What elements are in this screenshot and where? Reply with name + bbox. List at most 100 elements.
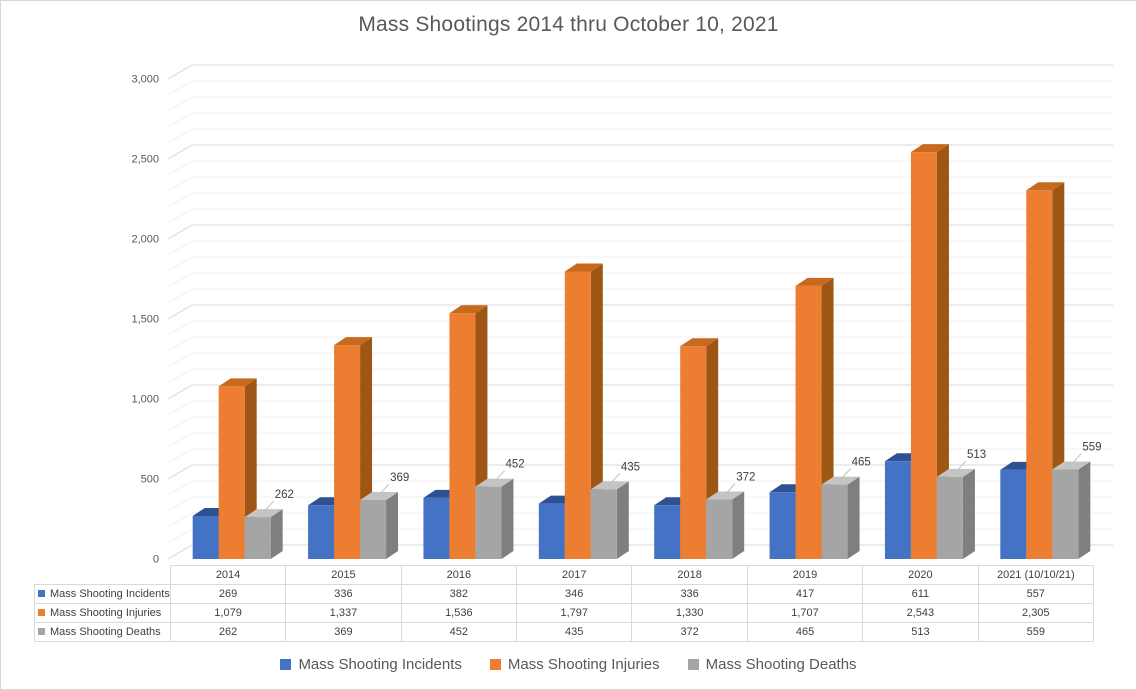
bar-mass-shooting-deaths-5 [706, 491, 745, 559]
table-header-cell: 2015 [285, 565, 402, 585]
gridline-minor [167, 432, 1113, 448]
chart-data-table: 2014 2015 2016 2017 2018 2019 2020 2021 (10/10/… [34, 565, 1094, 642]
bar-side-face [386, 491, 399, 559]
chart-title: Mass Shootings 2014 thru October 10, 202… [358, 13, 779, 36]
bar-top-face [910, 144, 949, 153]
bar-mass-shooting-deaths-4 [590, 481, 629, 559]
bar-front-face [360, 499, 387, 559]
table-corner-cell [35, 566, 171, 585]
table-cell: 2,543 [862, 603, 979, 623]
table-header-cell: 2014 [169, 565, 287, 585]
gridline-major [167, 144, 1113, 160]
bar-side-face [936, 144, 949, 559]
bar-front-face [1026, 190, 1053, 559]
gridline-minor [167, 272, 1113, 288]
gridline-minor [167, 336, 1113, 352]
bar-front-face [654, 505, 681, 559]
table-cell: 557 [977, 584, 1094, 604]
gridline-minor [167, 112, 1113, 128]
legend-item-label: Mass Shooting Injuries [507, 656, 660, 673]
bar-front-face [936, 476, 963, 559]
bar-front-face [449, 313, 476, 559]
legend-item: Mass Shooting Incidents [280, 656, 462, 673]
table-cell: 559 [977, 622, 1094, 642]
gridline-major [167, 224, 1113, 240]
legend-item-label: Mass Shooting Incidents [298, 656, 462, 673]
bar-front-face [795, 285, 822, 559]
data-label-deaths: 513 [967, 449, 986, 461]
bar-front-face [475, 486, 502, 559]
bar-front-face [308, 505, 335, 559]
series-swatch-icon [38, 589, 45, 597]
bar-front-face [1052, 469, 1079, 559]
gridline-minor [167, 80, 1113, 96]
table-row: Mass Shooting Incidents 269 336 382 346 336 41… [34, 584, 1094, 604]
bar-top-face [1052, 461, 1091, 470]
data-label-deaths: 559 [1082, 442, 1101, 454]
gridline-minor [167, 160, 1113, 176]
bar-side-face [962, 468, 975, 559]
table-cell: 1,536 [400, 603, 518, 623]
gridline-minor [167, 400, 1113, 416]
bar-top-face [334, 337, 373, 346]
table-row: Mass Shooting Deaths 262 369 452 435 372 465 51… [34, 622, 1094, 642]
data-label-deaths: 372 [736, 471, 755, 483]
series-swatch-icon [38, 627, 45, 635]
table-row-label: Mass Shooting Injuries [34, 603, 171, 623]
plot-area: 0 500 1,000 1,500 2,000 2,500 3,000 262 369 452 43… [131, 64, 1113, 566]
bar-mass-shooting-deaths-8 [1052, 461, 1091, 559]
chart-legend: Mass Shooting Incidents Mass Shooting Inj… [1, 656, 1136, 673]
bar-front-face [192, 515, 219, 559]
bar-front-face [1000, 469, 1027, 559]
data-label-deaths: 465 [852, 457, 871, 469]
data-label-leader [492, 470, 505, 485]
table-cell: 435 [516, 622, 633, 642]
bar-top-face [795, 277, 834, 286]
bar-front-face [910, 152, 937, 559]
gridline-minor [167, 368, 1113, 384]
table-header-cell: 2019 [746, 565, 864, 585]
bar-front-face [769, 492, 796, 559]
data-label-leader [261, 500, 275, 515]
table-header-cell: 2020 [862, 565, 979, 585]
table-cell: 382 [400, 584, 518, 604]
bar-top-face [564, 263, 603, 272]
gridline-minor [167, 352, 1113, 368]
gridline-major [167, 384, 1113, 400]
data-label-deaths: 435 [621, 461, 640, 473]
series-swatch-icon [38, 608, 45, 616]
gridline-minor [167, 176, 1113, 192]
bar-mass-shooting-deaths-7 [936, 468, 975, 559]
table-cell: 346 [516, 584, 633, 604]
gridline-minor [167, 96, 1113, 112]
y-axis-tick-label: 0 [153, 554, 159, 566]
table-row-label: Mass Shooting Incidents [34, 584, 171, 604]
table-header-cell: 2018 [631, 565, 748, 585]
gridline-minor [167, 192, 1113, 208]
bar-top-face [360, 491, 399, 500]
data-label-leader [722, 483, 736, 497]
bar-front-face [334, 345, 361, 559]
y-axis-tick-label: 1,000 [131, 394, 159, 406]
bar-mass-shooting-deaths-2 [360, 491, 399, 559]
bar-mass-shooting-deaths-1 [244, 509, 283, 559]
bar-top-face [449, 305, 488, 314]
data-label-leader [607, 473, 621, 487]
table-cell: 372 [631, 622, 748, 642]
table-cell: 269 [169, 584, 287, 604]
table-cell: 1,330 [631, 603, 748, 623]
bar-front-face [538, 503, 565, 559]
y-axis-tick-label: 500 [141, 474, 159, 486]
bar-mass-shooting-injuries-7 [910, 144, 949, 559]
table-row-label: Mass Shooting Deaths [34, 622, 171, 642]
bar-top-face [244, 509, 283, 518]
bar-side-face [1078, 461, 1091, 559]
gridline-minor [167, 208, 1113, 224]
data-label-leader [1068, 453, 1082, 467]
gridline-major [167, 304, 1113, 320]
table-cell: 336 [285, 584, 402, 604]
data-label-deaths: 369 [390, 472, 409, 484]
y-axis-tick-label: 1,500 [131, 314, 159, 326]
bar-front-face [590, 489, 617, 559]
